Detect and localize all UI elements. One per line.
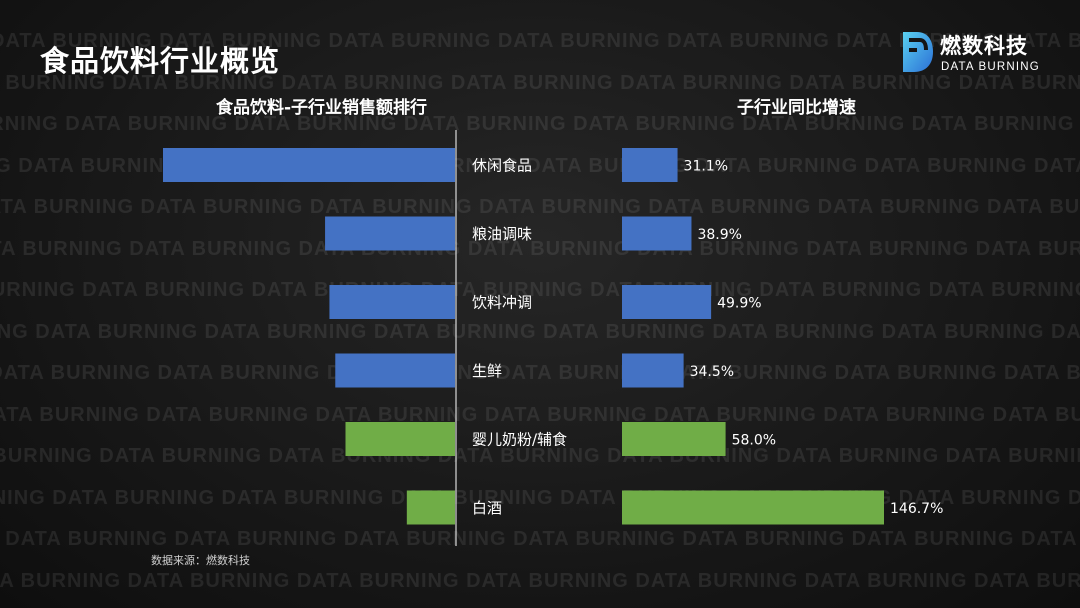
category-label-5: 白酒 bbox=[472, 499, 502, 517]
growth-label-2: 49.9% bbox=[717, 296, 761, 312]
data-source-note: 数据来源：燃数科技 bbox=[151, 554, 250, 567]
category-label-4: 婴儿奶粉/辅食 bbox=[472, 431, 567, 449]
right-bar-1 bbox=[622, 216, 692, 251]
logo-name-en: DATA BURNING bbox=[941, 61, 1040, 73]
brand-logo: 燃数科技 DATA BURNING bbox=[900, 28, 1060, 78]
right-bar-3 bbox=[622, 353, 684, 388]
growth-label-4: 58.0% bbox=[732, 433, 776, 449]
logo-name-cn: 燃数科技 bbox=[940, 34, 1028, 58]
logo-mark-icon bbox=[903, 32, 933, 72]
left-bar-0 bbox=[163, 148, 455, 182]
right-bar-0 bbox=[622, 148, 678, 182]
left-chart-title: 食品饮料-子行业销售额排行 bbox=[216, 98, 428, 118]
right-bar-2 bbox=[622, 285, 712, 319]
page-title: 食品饮料行业概览 bbox=[40, 44, 281, 78]
left-bar-3 bbox=[335, 353, 455, 388]
category-label-2: 饮料冲调 bbox=[472, 294, 532, 312]
growth-label-1: 38.9% bbox=[697, 227, 741, 243]
left-bar-2 bbox=[329, 285, 455, 319]
right-bar-5 bbox=[622, 490, 884, 525]
growth-label-0: 31.1% bbox=[684, 159, 728, 175]
right-bar-4 bbox=[622, 422, 726, 456]
growth-label-5: 146.7% bbox=[890, 501, 943, 517]
category-label-3: 生鲜 bbox=[472, 362, 502, 380]
category-label-1: 粮油调味 bbox=[472, 225, 532, 243]
left-bar-5 bbox=[406, 490, 455, 525]
left-bar-4 bbox=[345, 422, 455, 456]
category-label-0: 休闲食品 bbox=[472, 157, 532, 175]
right-chart-title: 子行业同比增速 bbox=[737, 98, 856, 118]
growth-label-3: 34.5% bbox=[690, 364, 734, 380]
left-bar-1 bbox=[325, 216, 455, 251]
